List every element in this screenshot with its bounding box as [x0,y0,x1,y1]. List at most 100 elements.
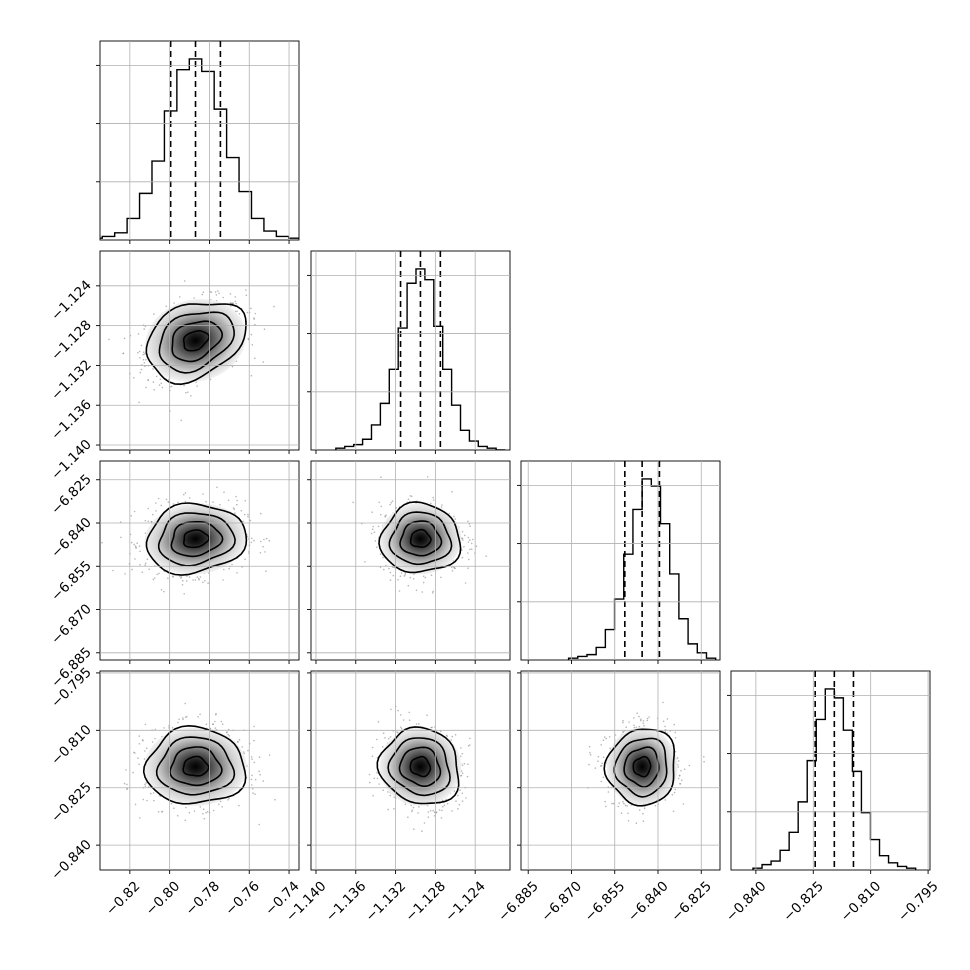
scatter-point [141,571,144,574]
tick-marks [96,672,290,874]
scatter-point [443,804,446,807]
contour-level-4 [142,724,247,805]
scatter-point [124,573,126,575]
scatter-point [143,353,146,355]
scatter-point [251,788,254,790]
panel-content [101,486,271,595]
scatter-point [662,701,664,704]
scatter-point [470,548,473,550]
scatter-point [664,725,666,728]
scatter-point [163,727,165,729]
scatter-point [185,392,187,394]
scatter-point [202,812,204,815]
contour-level-2 [398,746,442,787]
scatter-point [142,351,145,354]
scatter-point [393,566,396,569]
scatter-point [461,556,464,559]
scatter-point [199,576,202,578]
scatter-point [460,549,463,551]
scatter-point [681,779,683,781]
x-tick-label: −0.840 [723,878,770,925]
scatter-point [441,809,443,812]
histogram-panel-4 [730,670,931,871]
scatter-point [608,736,611,738]
scatter-point [460,747,462,749]
scatter-point [389,579,392,581]
scatter-point [227,733,229,736]
scatter-point [638,715,640,718]
scatter-point [173,807,175,809]
scatter-point [176,814,179,817]
scatter-point [625,726,627,728]
scatter-point [384,515,386,517]
scatter-point [198,577,200,580]
y-tick-label: −0.825 [48,779,95,826]
scatter-point [426,476,429,478]
scatter-point [388,737,390,740]
scatter-point [144,519,147,522]
scatter-point [469,744,471,746]
scatter-point [644,805,646,808]
scatter-point [412,578,415,580]
scatter-point [227,728,230,731]
scatter-point [147,507,149,510]
scatter-point [122,352,124,355]
scatter-point [376,546,378,548]
scatter-point [154,728,157,731]
scatter-point [602,756,605,759]
scatter-point [378,783,380,785]
scatter-point [141,739,144,741]
scatter-point [251,344,254,346]
scatter-point [451,810,453,812]
scatter-point [461,537,463,539]
scatter-point [703,760,705,763]
scatter-point [597,755,600,758]
scatter-point [402,719,405,721]
scatter-point [380,513,382,516]
scatter-point [138,743,141,745]
scatter-point [250,778,253,781]
scatter-point [244,558,246,561]
scatter-point [376,777,379,780]
scatter-point [157,811,160,813]
scatter-point [196,385,198,387]
scatter-point [371,755,374,758]
x-tick-label: −6.840 [625,878,672,925]
tick-marks [517,484,702,664]
scatter-point [209,727,212,730]
scatter-point [215,294,218,296]
scatter-point [600,764,603,767]
scatter-point [188,497,191,499]
gridlines [100,251,299,450]
scatter-point [126,783,128,786]
scatter-point [138,350,141,353]
x-tick-label: −1.128 [402,878,449,925]
scatter-point [379,566,382,569]
scatter-point [221,806,223,808]
scatter-point [160,504,162,507]
scatter-point [389,503,391,506]
scatter-point [240,509,243,512]
scatter-point [205,811,207,814]
scatter-point [431,592,434,594]
scatter-point [467,763,469,765]
gridlines [100,461,299,660]
scatter-point [627,820,630,822]
scatter-point [368,773,371,776]
scatter-point [235,302,237,305]
scatter-point [588,763,590,766]
scatter-point [158,572,160,575]
scatter-point [243,752,246,755]
scatter-point [638,809,641,811]
x-tick-label: −1.124 [442,878,489,925]
scatter-point [679,783,682,785]
scatter-point [673,791,676,794]
scatter-point [243,751,245,753]
scatter-point [373,531,376,533]
tick-marks [96,64,290,244]
scatter-point [262,545,264,548]
scatter-point [463,534,466,537]
scatter-point [229,305,232,307]
scatter-point [192,579,194,581]
scatter-point [183,593,185,595]
